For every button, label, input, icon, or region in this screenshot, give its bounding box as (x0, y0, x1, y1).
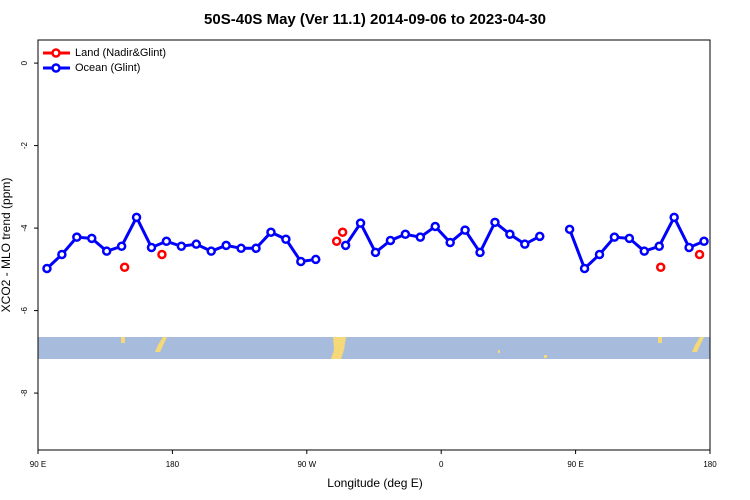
point (655, 262, 666, 273)
point (311, 254, 321, 265)
point (116, 241, 127, 251)
point (57, 249, 67, 260)
point (161, 236, 172, 247)
point (370, 247, 381, 258)
point (639, 246, 650, 256)
land-band (38, 337, 710, 359)
point (579, 263, 590, 274)
x-axis-label: Longitude (deg E) (327, 476, 422, 490)
point (699, 236, 709, 247)
point (266, 227, 276, 237)
point (355, 218, 366, 228)
point (445, 237, 455, 248)
point (101, 246, 112, 256)
y-tick-label: -8 (20, 389, 29, 397)
point (157, 249, 167, 260)
x-tick-label: 90 W (297, 460, 316, 469)
point (520, 239, 530, 249)
point (624, 233, 635, 244)
point (385, 235, 396, 246)
point (42, 263, 52, 274)
chart-title: 50S-40S May (Ver 11.1) 2014-09-06 to 202… (204, 11, 546, 28)
point (131, 212, 142, 223)
y-axis-label: XCO2 - MLO trend (ppm) (0, 178, 13, 313)
legend-marker (51, 48, 61, 58)
point (535, 231, 545, 242)
legend-marker (51, 63, 61, 73)
point (400, 229, 411, 240)
point (221, 240, 231, 251)
point (191, 239, 202, 249)
point (490, 217, 500, 228)
point (251, 243, 261, 254)
point (119, 262, 130, 273)
point (281, 234, 291, 244)
point (430, 221, 440, 232)
x-tick-label: 0 (439, 460, 444, 469)
ocean-band (38, 337, 710, 359)
point (176, 241, 187, 251)
point (460, 225, 470, 235)
point (505, 229, 515, 240)
point (236, 243, 246, 254)
point (331, 236, 342, 247)
point (564, 224, 575, 235)
point (415, 232, 426, 242)
point (340, 240, 351, 251)
point (87, 233, 97, 244)
point (654, 241, 664, 251)
y-tick-label: -6 (20, 306, 29, 314)
point (72, 232, 82, 242)
y-tick-label: -2 (20, 141, 29, 149)
point (206, 246, 216, 256)
plot-frame (37, 39, 711, 451)
point (475, 247, 485, 258)
point (684, 242, 694, 253)
point (337, 227, 348, 237)
y-tick-label: -4 (20, 224, 29, 232)
legend-label: Land (Nadir&Glint) (75, 47, 166, 59)
x-tick-label: 90 E (567, 460, 583, 469)
point (609, 232, 620, 242)
point (669, 212, 679, 223)
x-tick-label: 180 (166, 460, 180, 469)
y-tick-label: 0 (20, 60, 29, 65)
x-tick-label: 90 E (30, 460, 46, 469)
point (146, 242, 157, 253)
x-tick-label: 180 (703, 460, 717, 469)
series-line (45, 214, 705, 272)
legend-label: Ocean (Glint) (75, 62, 140, 74)
point (594, 249, 605, 260)
point (296, 256, 306, 267)
point (694, 249, 705, 260)
